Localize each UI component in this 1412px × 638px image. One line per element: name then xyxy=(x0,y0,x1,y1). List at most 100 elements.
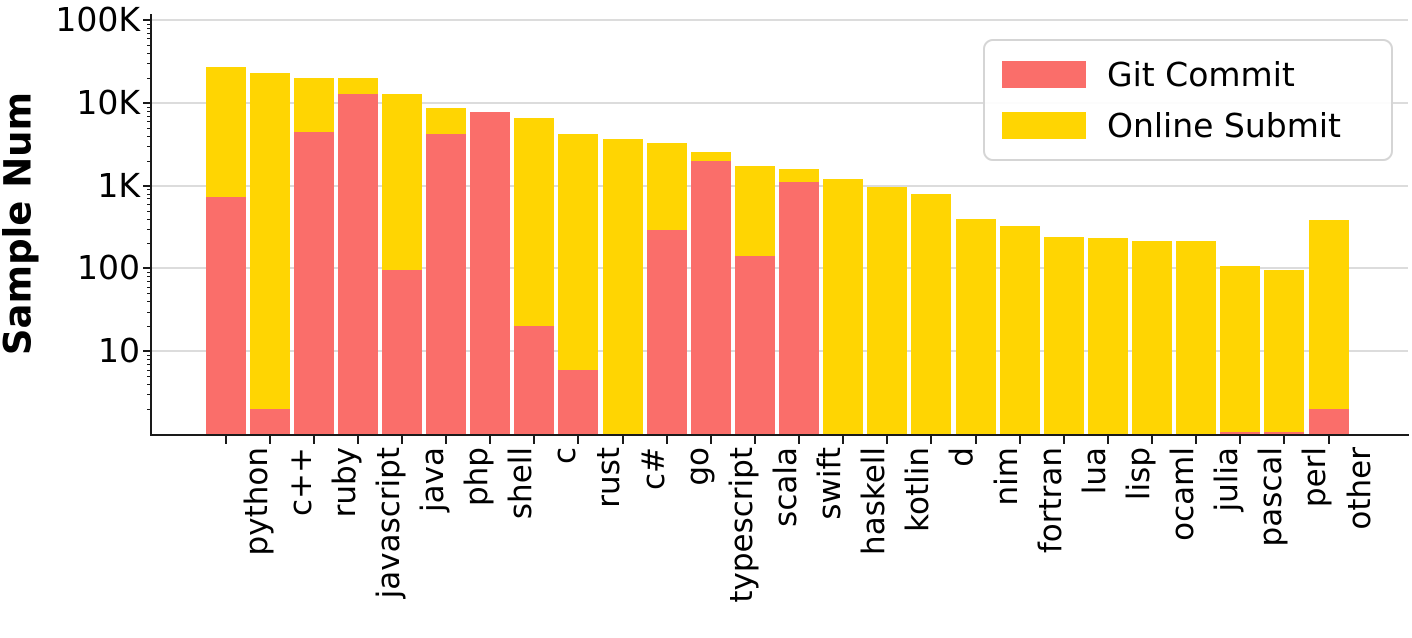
y-minor-tick xyxy=(147,77,152,79)
bar-online-submit-lua xyxy=(1043,236,1084,434)
y-minor-tick xyxy=(147,193,152,195)
y-minor-tick xyxy=(147,198,152,200)
x-tick xyxy=(842,436,845,444)
y-tick-label: 1K xyxy=(97,165,140,205)
y-minor-tick xyxy=(147,272,152,274)
y-axis-spine xyxy=(150,14,152,436)
y-minor-tick xyxy=(147,38,152,40)
x-tick xyxy=(1283,436,1286,444)
gridline xyxy=(152,19,1408,21)
bar-online-submit-c# xyxy=(602,138,643,434)
y-tick xyxy=(143,101,152,104)
y-minor-tick xyxy=(147,189,152,191)
y-minor-tick xyxy=(147,23,152,25)
y-tick-label: 100K xyxy=(55,0,140,39)
bar-online-submit-java xyxy=(381,94,422,271)
bar-git-commit-other xyxy=(1308,409,1349,434)
y-minor-tick xyxy=(147,127,152,129)
y-minor-tick xyxy=(147,364,152,366)
x-axis-spine xyxy=(150,434,1409,436)
x-tick xyxy=(1018,436,1021,444)
y-minor-tick xyxy=(147,281,152,283)
bar-online-submit-nim xyxy=(955,218,996,434)
x-tick-label: pascal xyxy=(1253,447,1290,547)
x-tick-label: python xyxy=(238,447,275,556)
x-tick-label: nim xyxy=(988,447,1025,506)
y-minor-tick xyxy=(147,210,152,212)
x-tick-label: kotlin xyxy=(900,447,937,532)
y-minor-tick xyxy=(147,359,152,361)
y-minor-tick xyxy=(147,301,152,303)
y-minor-tick xyxy=(147,286,152,288)
x-tick-label: c++ xyxy=(282,447,319,516)
x-tick-label: ruby xyxy=(326,447,363,518)
bar-git-commit-c xyxy=(514,326,555,434)
y-minor-tick xyxy=(147,354,152,356)
x-tick xyxy=(886,436,889,444)
y-minor-tick xyxy=(147,384,152,386)
bar-online-submit-kotlin xyxy=(867,187,908,434)
x-tick-label: rust xyxy=(591,447,628,508)
y-minor-tick xyxy=(147,63,152,65)
x-tick xyxy=(1106,436,1109,444)
y-minor-tick xyxy=(147,311,152,313)
bar-git-commit-c++ xyxy=(249,409,290,434)
legend-row-git-commit: Git Commit xyxy=(985,55,1391,94)
y-minor-tick xyxy=(147,376,152,378)
x-tick-label: shell xyxy=(503,447,540,520)
bar-online-submit-c xyxy=(514,118,555,327)
y-minor-tick xyxy=(147,369,152,371)
bar-online-submit-julia xyxy=(1176,241,1217,434)
y-minor-tick xyxy=(147,218,152,220)
bar-online-submit-php xyxy=(426,107,467,134)
legend-row-online-submit: Online Submit xyxy=(985,106,1391,145)
bar-git-commit-pascal xyxy=(1220,432,1261,434)
bar-git-commit-python xyxy=(205,197,246,434)
bar-git-commit-ruby xyxy=(293,132,334,434)
bar-online-submit-perl xyxy=(1264,270,1305,432)
bar-git-commit-java xyxy=(381,270,422,434)
x-tick xyxy=(665,436,668,444)
bar-online-submit-ruby xyxy=(293,77,334,133)
x-tick xyxy=(400,436,403,444)
x-tick xyxy=(1239,436,1242,444)
x-tick-label: go xyxy=(679,447,716,486)
y-minor-tick xyxy=(147,115,152,117)
x-tick-label: lua xyxy=(1076,447,1113,495)
bar-git-commit-go xyxy=(646,230,687,434)
x-tick xyxy=(312,436,315,444)
y-minor-tick xyxy=(147,52,152,54)
legend-swatch-online-submit xyxy=(1002,112,1086,139)
bar-online-submit-typescript xyxy=(690,151,731,161)
bar-git-commit-perl xyxy=(1264,432,1305,434)
y-minor-tick xyxy=(147,44,152,46)
bar-online-submit-pascal xyxy=(1220,266,1261,432)
y-minor-tick xyxy=(147,276,152,278)
bar-git-commit-javascript xyxy=(337,93,378,434)
bar-online-submit-d xyxy=(911,193,952,434)
y-tick xyxy=(143,19,152,21)
legend-label-online-submit: Online Submit xyxy=(1107,106,1341,145)
bar-git-commit-swift xyxy=(779,182,820,434)
x-tick-label: javascript xyxy=(370,447,407,599)
bar-online-submit-lisp xyxy=(1087,238,1128,434)
bar-git-commit-scala xyxy=(734,255,775,434)
bar-online-submit-haskell xyxy=(823,178,864,434)
legend-label-git-commit: Git Commit xyxy=(1107,55,1295,94)
x-tick xyxy=(1151,436,1154,444)
x-tick xyxy=(798,436,801,444)
y-minor-tick xyxy=(147,106,152,108)
bar-git-commit-shell xyxy=(470,112,511,434)
y-tick-label: 10 xyxy=(98,331,140,371)
y-minor-tick xyxy=(147,326,152,328)
x-tick xyxy=(753,436,756,444)
y-minor-tick xyxy=(147,243,152,245)
y-minor-tick xyxy=(147,293,152,295)
bar-online-submit-ocaml xyxy=(1132,240,1173,434)
x-tick-label: c xyxy=(547,447,584,465)
x-tick-label: php xyxy=(459,447,496,507)
x-tick xyxy=(709,436,712,444)
x-tick xyxy=(974,436,977,444)
